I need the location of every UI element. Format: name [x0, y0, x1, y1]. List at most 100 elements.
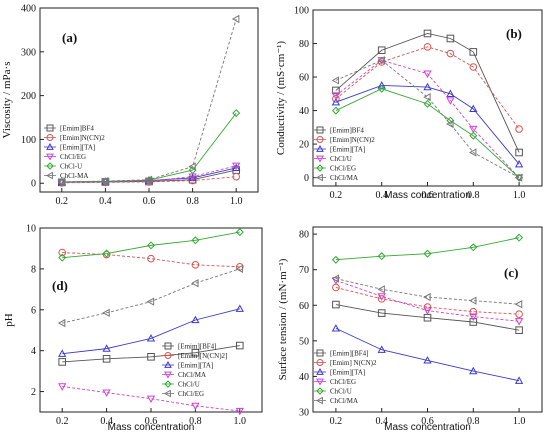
y-tick-label: 70 [299, 265, 309, 276]
y-tick-label: 50 [299, 336, 309, 347]
data-point [377, 81, 386, 89]
legend-marker [316, 349, 324, 357]
data-point [377, 84, 386, 93]
y-axis-label: pH [3, 313, 15, 327]
series-5 [57, 14, 240, 187]
series-line [335, 46, 520, 130]
data-point [58, 248, 67, 257]
data-point [232, 172, 240, 181]
y-tick-label: 60 [299, 73, 309, 84]
series-5 [331, 274, 523, 309]
series-0 [332, 29, 523, 157]
x-tick-label: 1.0 [234, 416, 247, 427]
data-point [331, 76, 340, 85]
data-point [144, 175, 153, 184]
x-tick-label: 0.8 [467, 416, 480, 427]
data-point [58, 358, 67, 366]
series-line [62, 268, 240, 324]
data-point [102, 344, 111, 352]
data-point [468, 296, 477, 305]
series-line [62, 308, 240, 355]
y-tick-label: 60 [299, 301, 309, 312]
legend-marker [316, 155, 324, 163]
data-point [331, 277, 341, 285]
legend-marker [46, 124, 54, 132]
y-tick-label: 40 [299, 372, 309, 383]
data-point [101, 176, 109, 186]
data-point [514, 173, 523, 182]
series-5 [57, 264, 243, 328]
data-point [102, 389, 111, 397]
data-point [377, 56, 385, 65]
data-point [469, 366, 478, 375]
legend-marker [164, 371, 172, 379]
legend-marker [45, 171, 53, 180]
legend-entry: ChCl-MA [60, 172, 88, 180]
legend-marker [316, 164, 324, 172]
series-line [335, 237, 520, 261]
series-3 [331, 57, 524, 182]
chart-panel-0: 0.2 0.4 0.6 0.8 1.0 0 100 200 300 400 Viscosity / … [1, 4, 259, 207]
data-point [146, 241, 156, 250]
data-point [377, 345, 386, 353]
data-point [58, 253, 67, 262]
data-point [377, 285, 385, 294]
legend-entry: ChCl/U [178, 381, 200, 389]
legend-marker [163, 389, 171, 398]
legend-entry: [Emim][BF4] [330, 350, 369, 358]
y-tick-label: 2 [31, 387, 36, 398]
x-tick-label: 0.6 [143, 196, 156, 207]
panel-label: (d) [52, 278, 68, 293]
panel-label: (a) [62, 30, 77, 45]
data-point [146, 395, 156, 404]
legend-entry: [Emim]N(CN)2 [330, 136, 375, 144]
legend-marker [164, 360, 172, 368]
legend-marker [315, 173, 323, 182]
x-tick-label: 0.2 [56, 416, 69, 427]
data-point [331, 106, 340, 115]
legend-marker [46, 153, 54, 161]
data-point [423, 99, 432, 108]
legend-marker [316, 367, 324, 375]
data-point [377, 46, 386, 55]
x-tick-label: 0.6 [421, 190, 434, 201]
legend-marker [164, 380, 172, 388]
y-tick-label: 300 [21, 47, 36, 58]
data-point [515, 233, 524, 242]
data-point [515, 326, 523, 334]
x-tick-label: 1.0 [230, 196, 243, 207]
legend-marker [316, 144, 324, 152]
y-tick-label: 4 [31, 346, 36, 357]
y-tick-label: 10 [26, 224, 36, 235]
series-line [62, 385, 240, 412]
data-point [423, 292, 431, 302]
series-1 [58, 248, 244, 271]
data-point [446, 89, 455, 97]
series-2 [331, 81, 524, 168]
legend-entry: [Emim][TA] [178, 362, 213, 370]
data-point [146, 334, 156, 342]
y-tick-label: 0 [304, 173, 309, 184]
x-tick-label: 0.4 [100, 416, 113, 427]
x-tick-label: 0.2 [330, 190, 343, 201]
data-point [377, 295, 386, 303]
data-point [514, 376, 524, 384]
legend-entry: ChCl/MA [330, 174, 358, 182]
data-point [377, 252, 386, 261]
data-point [468, 148, 477, 157]
legend-entry: [Emim][TA] [330, 146, 365, 154]
y-tick-label: 80 [299, 39, 309, 50]
data-point [332, 86, 340, 95]
series-line [335, 278, 520, 305]
panel-label: (b) [506, 26, 522, 41]
legend-marker [46, 142, 54, 150]
data-point [58, 349, 67, 357]
legend: [Emim][BF4][Emim][N(CN)2][Emim][TA]ChCl/… [162, 342, 227, 398]
series-2 [58, 304, 244, 357]
data-point [232, 163, 241, 172]
legend-entry: ChCl/EG [330, 165, 356, 173]
data-point [515, 125, 523, 133]
series-line [62, 231, 240, 259]
y-tick-label: 400 [21, 4, 36, 15]
